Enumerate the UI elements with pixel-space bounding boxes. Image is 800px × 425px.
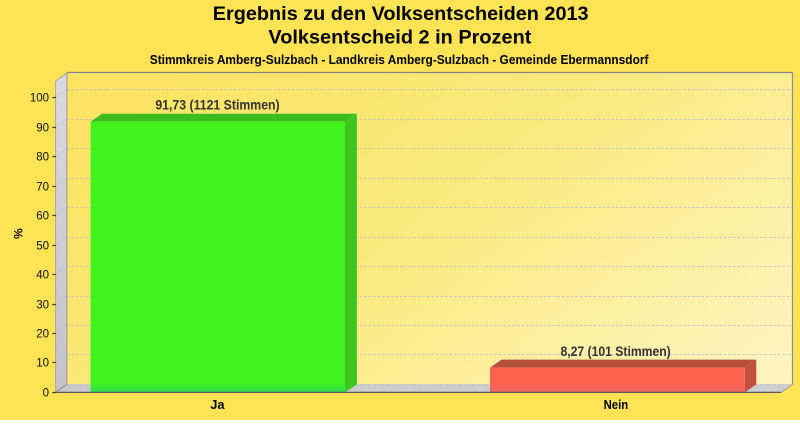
svg-text:8,27 (101 Stimmen): 8,27 (101 Stimmen) (560, 343, 670, 359)
svg-text:20: 20 (36, 328, 49, 340)
svg-text:Stimmkreis Amberg-Sulzbach - L: Stimmkreis Amberg-Sulzbach - Landkreis A… (150, 52, 649, 67)
svg-text:40: 40 (36, 269, 49, 281)
svg-text:Volksentscheid 2 in Prozent: Volksentscheid 2 in Prozent (268, 28, 532, 49)
svg-text:0: 0 (43, 387, 49, 399)
svg-text:80: 80 (36, 151, 49, 163)
svg-text:Ergebnis zu den Volksentscheid: Ergebnis zu den Volksentscheiden 2013 (213, 4, 589, 25)
svg-text:%: % (12, 228, 26, 239)
svg-text:100: 100 (30, 92, 49, 104)
svg-text:10: 10 (36, 357, 49, 369)
svg-text:30: 30 (36, 299, 49, 311)
svg-text:Nein: Nein (604, 398, 629, 412)
svg-text:90: 90 (36, 122, 49, 134)
svg-text:91,73 (1121 Stimmen): 91,73 (1121 Stimmen) (155, 96, 279, 112)
svg-text:50: 50 (36, 240, 49, 252)
svg-text:60: 60 (36, 210, 49, 222)
svg-text:Ja: Ja (210, 398, 225, 412)
svg-text:70: 70 (36, 181, 49, 193)
